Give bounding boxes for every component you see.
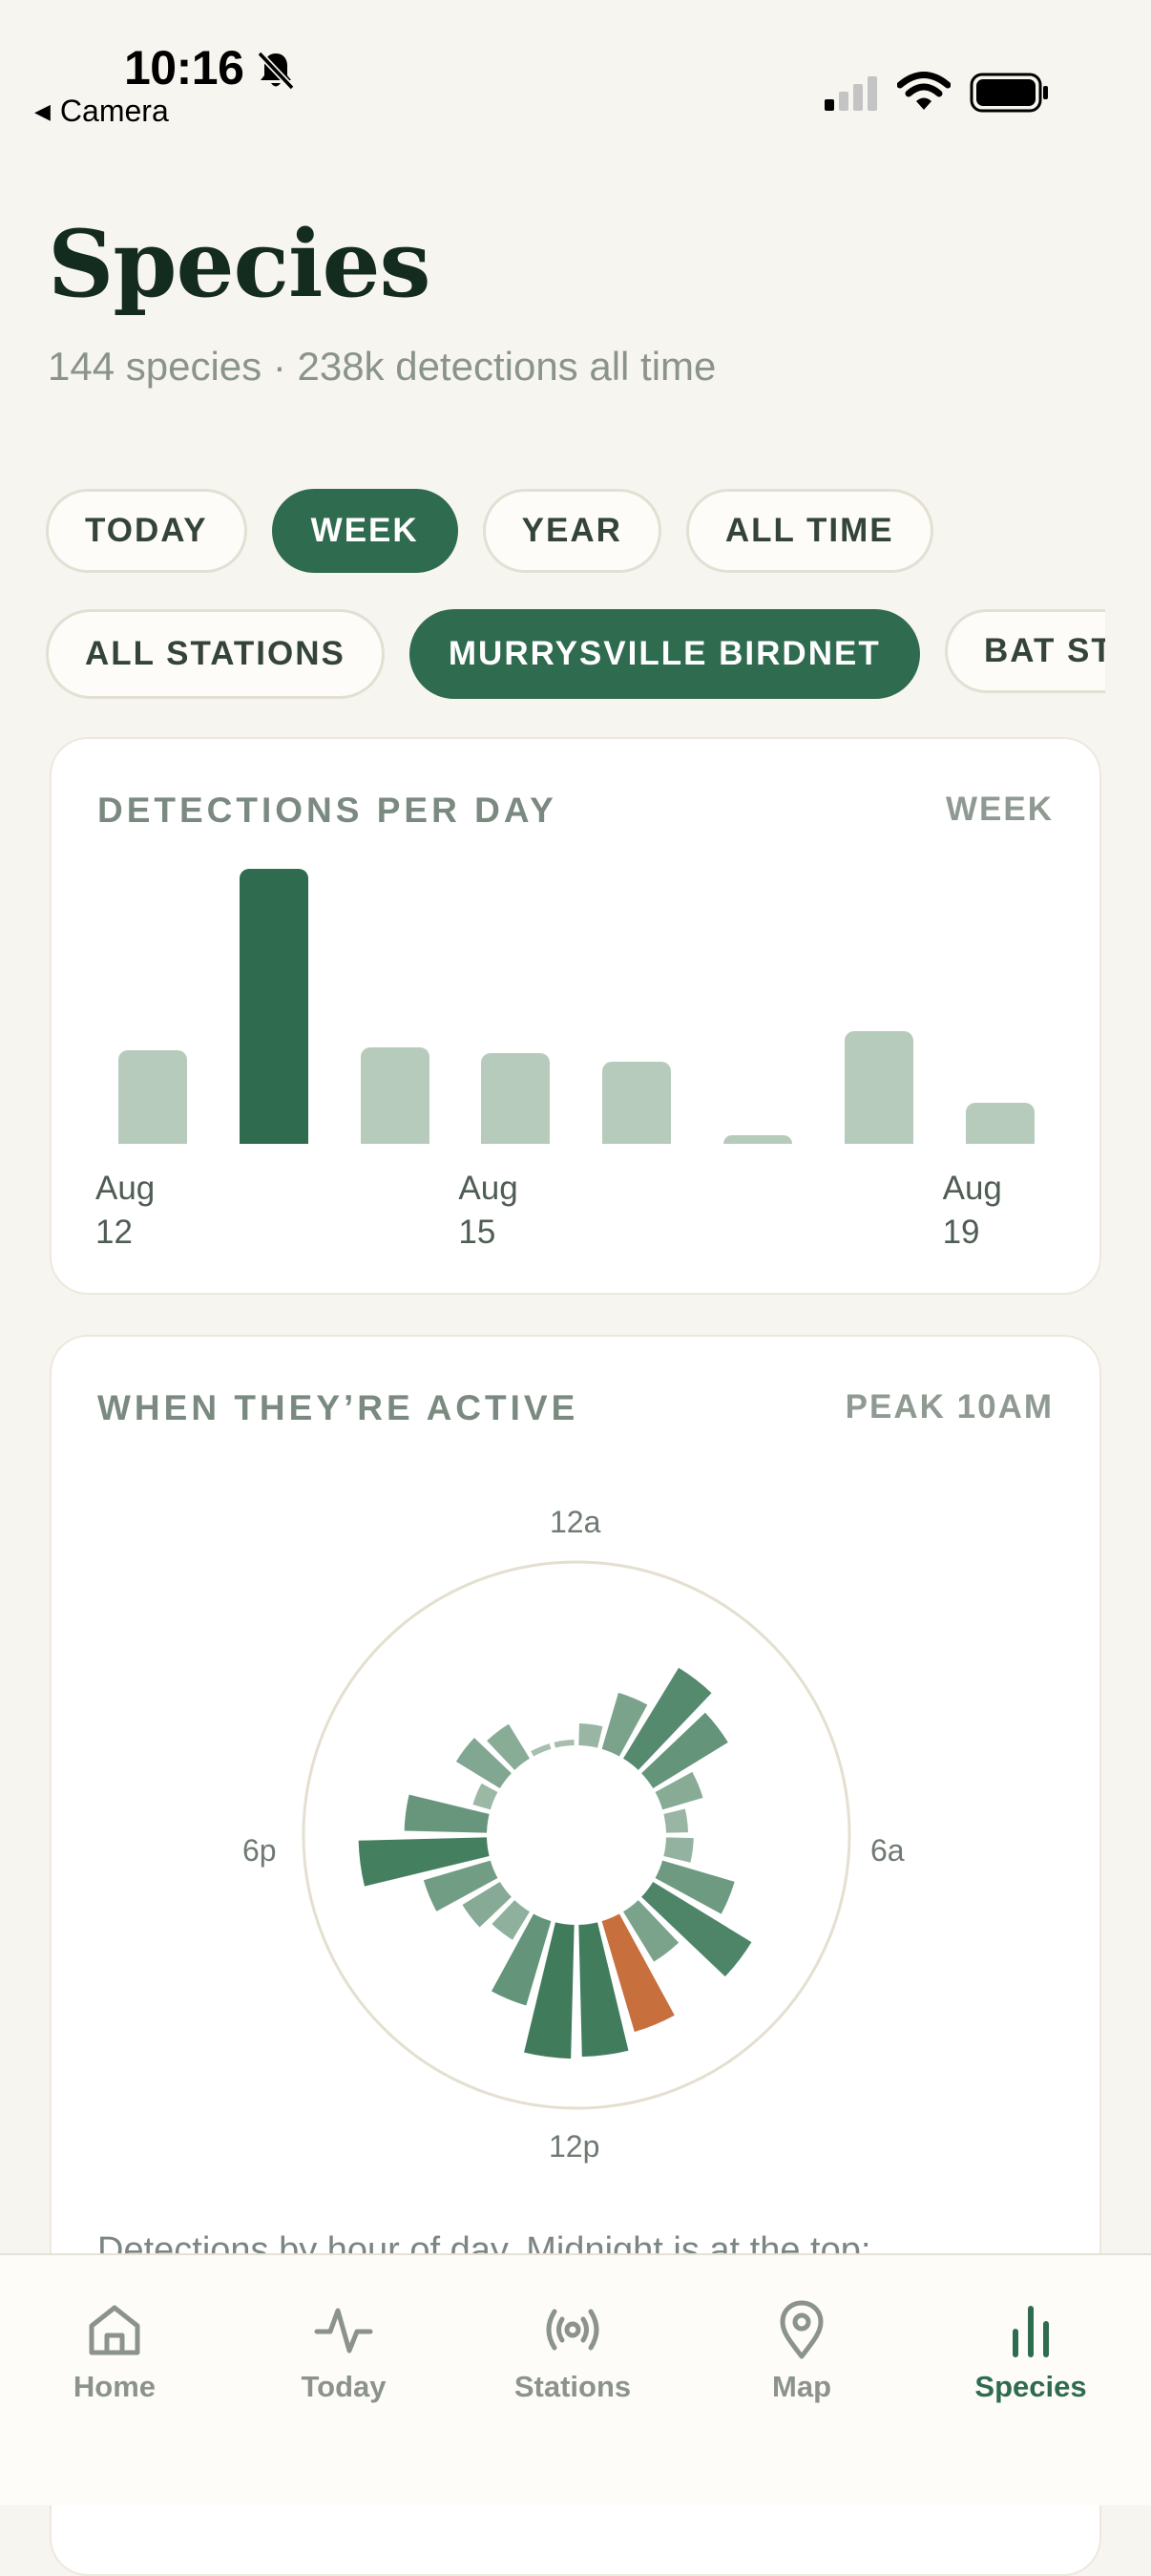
- status-time: 10:16: [124, 41, 244, 95]
- hour-wedge-7: [655, 1860, 735, 1914]
- detections-per-day-card: DETECTIONS PER DAY WEEK Aug 12 Aug 15 Aug 19: [50, 737, 1101, 1295]
- hour-wedge-16: [423, 1860, 498, 1911]
- hour-wedge-4: [655, 1771, 703, 1810]
- hour-wedge-12: [524, 1922, 575, 2059]
- station-filter-row: ALL STATIONS MURRYSVILLE BIRDNET: [46, 609, 920, 699]
- station-all-pill[interactable]: ALL STATIONS: [46, 609, 385, 699]
- pulse-icon: [314, 2308, 373, 2354]
- radial-label-bottom: 12p: [549, 2129, 600, 2164]
- x-tick-label: Aug 15: [458, 1170, 518, 1251]
- map-pin-icon: [780, 2300, 824, 2359]
- hour-wedge-19: [472, 1783, 498, 1810]
- tab-species[interactable]: Species: [916, 2299, 1145, 2404]
- hour-wedge-18: [404, 1794, 490, 1833]
- tab-stations[interactable]: Stations: [458, 2299, 687, 2404]
- bottom-tab-bar: Home Today Stations Map Species: [0, 2253, 1151, 2505]
- bar-chart-icon: [1013, 2306, 1049, 2357]
- hour-wedge-6: [663, 1837, 694, 1863]
- broadcast-icon: [546, 2309, 599, 2351]
- hour-wedge-23: [554, 1740, 575, 1748]
- filter-all-time-pill[interactable]: ALL TIME: [685, 489, 933, 573]
- hour-wedge-1: [601, 1692, 648, 1757]
- wifi-icon: [897, 72, 951, 110]
- bar-aug-16: [602, 1061, 672, 1144]
- radial-label-right: 6a: [870, 1833, 905, 1868]
- hour-wedge-21: [487, 1723, 530, 1770]
- back-triangle-icon: ◀: [34, 99, 51, 123]
- hour-wedge-14: [492, 1900, 530, 1940]
- detections-card-range-tag: WEEK: [946, 791, 1054, 828]
- hour-wedge-13: [491, 1913, 552, 2006]
- activity-peak-tag: PEAK 10AM: [845, 1388, 1054, 1425]
- radial-label-left: 6p: [242, 1833, 277, 1868]
- hour-wedge-8: [641, 1882, 752, 1977]
- tab-home-label: Home: [73, 2370, 157, 2403]
- bar-aug-17: [723, 1135, 792, 1144]
- hour-wedge-22: [531, 1743, 552, 1757]
- page-subtitle: 144 species · 238k detections all time: [48, 344, 717, 389]
- tab-map[interactable]: Map: [687, 2299, 916, 2404]
- hour-wedge-2: [623, 1667, 712, 1770]
- back-app-label: Camera: [59, 94, 169, 128]
- bar-aug-12: [118, 1050, 187, 1144]
- filter-year-pill[interactable]: YEAR: [482, 489, 661, 573]
- bar-aug-13: [239, 869, 308, 1144]
- x-tick-label: Aug 12: [95, 1170, 156, 1251]
- station-bat-pill[interactable]: BAT ST: [945, 609, 1105, 693]
- bar-aug-18: [844, 1030, 913, 1144]
- time-filter-row: TODAY WEEK YEAR ALL TIME: [46, 489, 933, 573]
- x-tick-label: Aug 19: [942, 1170, 1002, 1251]
- tab-today-label: Today: [301, 2370, 387, 2403]
- hour-wedge-17: [358, 1837, 490, 1887]
- detections-card-title: DETECTIONS PER DAY: [97, 791, 557, 830]
- radial-label-top: 12a: [550, 1505, 601, 1539]
- tab-stations-label: Stations: [513, 2370, 632, 2403]
- bar-aug-19: [965, 1102, 1035, 1144]
- battery-icon: [970, 73, 1048, 113]
- tab-map-label: Map: [772, 2370, 831, 2403]
- activity-card-title: WHEN THEY’RE ACTIVE: [97, 1388, 579, 1427]
- tab-today[interactable]: Today: [229, 2299, 458, 2404]
- hour-wedge-10: [601, 1913, 675, 2033]
- hour-wedge-5: [663, 1808, 689, 1833]
- bar-aug-14: [360, 1047, 429, 1144]
- page-title: Species: [48, 210, 431, 318]
- hour-wedge-11: [578, 1922, 629, 2058]
- tab-home[interactable]: Home: [0, 2299, 229, 2404]
- back-to-app-link[interactable]: ◀ Camera: [34, 94, 169, 129]
- bell-slash-icon: [257, 51, 295, 91]
- home-icon: [89, 2305, 140, 2355]
- radial-outer-ring: [302, 1560, 851, 2110]
- station-murrysville-pill[interactable]: MURRYSVILLE BIRDNET: [408, 609, 920, 699]
- bar-aug-15: [481, 1052, 551, 1144]
- hour-wedge-20: [455, 1738, 512, 1788]
- hour-wedge-3: [641, 1712, 728, 1788]
- hour-wedge-15: [462, 1882, 512, 1928]
- hour-wedge-0: [578, 1722, 603, 1748]
- cellular-signal-icon: [825, 76, 877, 111]
- hourly-radial-chart: [302, 1560, 851, 2110]
- status-bar: 10:16 ◀ Camera: [0, 0, 1151, 143]
- hour-wedge-9: [623, 1900, 680, 1962]
- filter-today-pill[interactable]: TODAY: [46, 489, 247, 573]
- station-bat-pill-clip: BAT ST: [945, 609, 1105, 699]
- filter-week-pill[interactable]: WEEK: [271, 489, 458, 573]
- tab-species-label: Species: [974, 2370, 1087, 2403]
